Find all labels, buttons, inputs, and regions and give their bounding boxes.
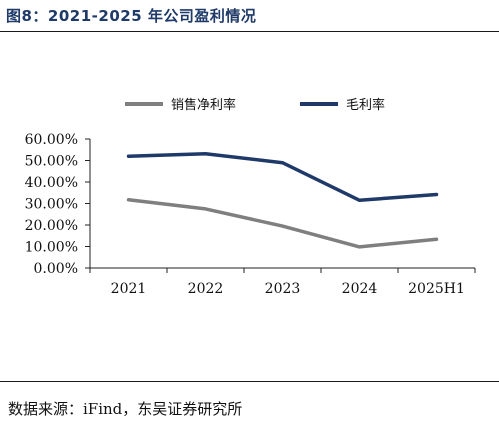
x-tick-label: 2024 bbox=[342, 281, 378, 297]
source-rule bbox=[0, 381, 499, 382]
series-line-0 bbox=[126, 198, 439, 249]
y-tick-label: 40.00% bbox=[25, 175, 78, 191]
y-tick-label: 60.00% bbox=[25, 132, 78, 148]
title-rule bbox=[0, 31, 499, 32]
x-tick-label: 2025H1 bbox=[408, 281, 465, 297]
x-tick-label: 2021 bbox=[111, 281, 147, 297]
y-tick-label: 0.00% bbox=[34, 261, 78, 277]
series-line-1 bbox=[126, 152, 439, 203]
source-note: 数据来源：iFind，东吴证券研究所 bbox=[8, 400, 243, 418]
line-chart: 销售净利率 毛利率 0.00% 10.00% 20.00% 30.00% 40.00% 50… bbox=[25, 97, 476, 297]
plot-lines bbox=[126, 152, 439, 249]
figure-title: 图8：2021-2025 年公司盈利情况 bbox=[6, 7, 257, 25]
y-tick-label: 30.00% bbox=[25, 197, 78, 213]
y-tick-label: 50.00% bbox=[25, 154, 78, 170]
legend-label-0: 销售净利率 bbox=[171, 97, 236, 113]
x-axis: 2021 2022 2023 2024 2025H1 bbox=[89, 267, 476, 297]
legend-label-1: 毛利率 bbox=[346, 97, 385, 113]
legend: 销售净利率 毛利率 bbox=[125, 97, 385, 113]
x-tick-label: 2023 bbox=[265, 281, 301, 297]
y-tick-label: 20.00% bbox=[25, 218, 78, 234]
x-tick-label: 2022 bbox=[188, 281, 224, 297]
y-axis: 0.00% 10.00% 20.00% 30.00% 40.00% 50.00% 60.00… bbox=[25, 132, 91, 277]
y-tick-label: 10.00% bbox=[25, 240, 78, 256]
